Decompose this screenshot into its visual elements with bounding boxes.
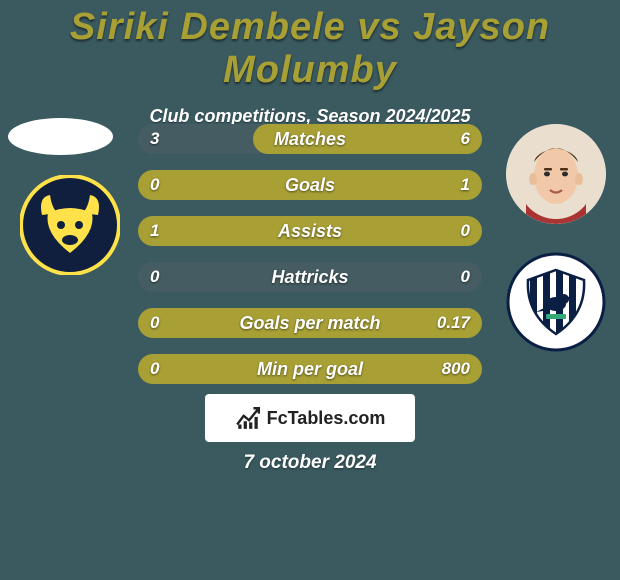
brand-badge: FcTables.com xyxy=(205,394,415,442)
player-left-avatar xyxy=(8,118,113,155)
stat-label: Goals xyxy=(138,170,482,200)
stat-row: 00.17Goals per match xyxy=(138,308,482,338)
page-title: Siriki Dembele vs Jayson Molumby xyxy=(0,0,620,92)
stat-row: 36Matches xyxy=(138,124,482,154)
player-right-avatar xyxy=(506,124,606,224)
stat-row: 01Goals xyxy=(138,170,482,200)
stat-label: Min per goal xyxy=(138,354,482,384)
stat-label: Assists xyxy=(138,216,482,246)
stat-rows: 36Matches 01Goals 10Assists 00Hattricks 00.1… xyxy=(138,124,482,400)
stat-label: Matches xyxy=(138,124,482,154)
infographic-date: 7 october 2024 xyxy=(0,452,620,474)
brand-label: FcTables.com xyxy=(267,408,386,429)
comparison-infographic: Siriki Dembele vs Jayson Molumby Club co… xyxy=(0,0,620,580)
stat-label: Hattricks xyxy=(138,262,482,292)
stat-row: 0800Min per goal xyxy=(138,354,482,384)
stat-row: 10Assists xyxy=(138,216,482,246)
club-right-crest xyxy=(506,252,606,352)
stat-row: 00Hattricks xyxy=(138,262,482,292)
club-left-crest xyxy=(20,175,120,275)
brand-chart-icon xyxy=(235,405,261,431)
stat-label: Goals per match xyxy=(138,308,482,338)
